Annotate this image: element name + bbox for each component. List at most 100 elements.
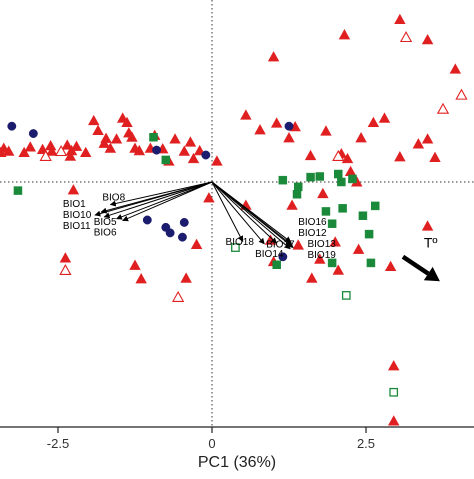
loading-label-bio12: BIO12 — [298, 228, 327, 239]
x-tick-label: 2.5 — [357, 436, 375, 451]
filled-triangle-point — [203, 192, 215, 203]
filled-square-point — [321, 207, 331, 216]
open-triangle-point — [59, 263, 72, 275]
filled-triangle-point — [178, 145, 190, 156]
filled-circle-point — [28, 129, 38, 139]
filled-triangle-point — [317, 187, 329, 199]
filled-triangle-point — [286, 199, 298, 210]
filled-square-point — [338, 204, 347, 213]
filled-triangle-point — [24, 141, 36, 152]
filled-circle-point — [152, 145, 162, 155]
filled-square-point — [358, 211, 368, 220]
filled-triangle-point — [254, 124, 266, 135]
filled-triangle-point — [104, 142, 117, 153]
loading-label-bio6: BIO6 — [94, 227, 117, 238]
filled-triangle-point — [240, 109, 252, 120]
filled-triangle-point — [338, 29, 351, 40]
filled-triangle-point — [367, 116, 380, 127]
filled-triangle-point — [121, 116, 133, 127]
filled-triangle-point — [449, 63, 462, 74]
open-square-point — [389, 387, 399, 397]
filled-triangle-point — [412, 138, 425, 149]
filled-triangle-point — [67, 184, 80, 195]
open-square-point — [341, 291, 351, 300]
open-square-point — [231, 243, 240, 252]
filled-triangle-point — [187, 152, 200, 164]
x-axis — [0, 426, 474, 433]
filled-triangle-point — [314, 253, 326, 264]
open-triangle-point — [54, 145, 68, 157]
filled-triangle-point — [344, 165, 357, 177]
open-triangle-point — [39, 149, 52, 161]
loading-label-bio19: BIO19 — [307, 250, 336, 261]
filled-triangle-point — [135, 273, 147, 284]
filled-triangle-point — [306, 272, 318, 283]
filled-triangle-point — [133, 144, 146, 156]
filled-triangle-point — [292, 239, 304, 250]
x-axis-label: PC1 (36%) — [198, 454, 276, 471]
loading-arrow-bio14 — [211, 181, 265, 245]
temperature-annotation: Tº — [401, 235, 440, 282]
filled-triangle-point — [88, 114, 100, 126]
filled-triangle-point — [180, 272, 192, 283]
filled-triangle-point — [126, 131, 138, 142]
filled-triangle-point — [421, 133, 434, 144]
filled-circle-point — [201, 150, 211, 160]
filled-circle-point — [177, 232, 187, 242]
open-triangle-point — [399, 30, 413, 43]
filled-square-point — [293, 182, 303, 192]
filled-square-point — [348, 174, 357, 184]
open-triangle-point — [455, 88, 468, 100]
filled-triangle-point — [421, 220, 434, 231]
filled-triangle-point — [329, 236, 341, 247]
filled-triangle-point — [3, 145, 15, 156]
filled-square-point — [306, 172, 315, 182]
scatter-points — [0, 13, 468, 426]
filled-triangle-point — [70, 140, 83, 151]
open-triangle-point — [436, 102, 450, 114]
filled-triangle-point — [378, 112, 391, 123]
filled-square-point — [13, 186, 23, 195]
filled-triangle-point — [388, 360, 400, 371]
filled-circle-point — [7, 121, 17, 131]
zero-reference-lines — [0, 0, 474, 427]
filled-circle-point — [278, 252, 288, 262]
filled-triangle-point — [211, 155, 223, 166]
loading-arrow-bio10 — [94, 181, 213, 217]
open-triangle-point — [332, 149, 345, 161]
filled-triangle-point — [169, 133, 181, 144]
filled-triangle-point — [355, 132, 367, 143]
temperature-arrow-shaft — [401, 254, 430, 276]
filled-triangle-point — [421, 33, 434, 45]
filled-triangle-point — [341, 152, 354, 164]
filled-square-point — [278, 175, 288, 185]
loading-label-bio18: BIO18 — [226, 237, 255, 248]
filled-square-point — [315, 172, 325, 181]
filled-square-point — [149, 133, 158, 142]
loading-arrow-bio6 — [122, 181, 213, 222]
loading-label-bio8: BIO8 — [102, 192, 125, 203]
filled-triangle-point — [394, 151, 406, 162]
x-tick-labels: -2.5 0 2.5 — [47, 436, 375, 451]
filled-circle-point — [165, 228, 175, 238]
temperature-arrow-head — [423, 266, 440, 282]
filled-triangle-point — [110, 133, 123, 144]
loading-label-bio1: BIO1 — [63, 199, 86, 210]
filled-triangle-point — [394, 13, 406, 25]
filled-triangle-point — [184, 136, 197, 147]
filled-square-point — [370, 201, 380, 211]
loading-label-bio11: BIO11 — [63, 221, 91, 232]
x-tick-label: -2.5 — [47, 436, 69, 451]
filled-circle-point — [179, 218, 189, 227]
x-tick-label: 0 — [208, 436, 215, 451]
loading-label-bio5: BIO5 — [94, 217, 117, 228]
filled-triangle-point — [61, 139, 73, 150]
filled-square-point — [366, 258, 376, 268]
filled-triangle-point — [18, 146, 30, 158]
filled-square-point — [334, 169, 343, 179]
loading-label-bio17: BIO17 — [266, 240, 295, 251]
loading-arrow-bio17 — [211, 181, 278, 244]
filled-triangle-point — [100, 132, 112, 143]
